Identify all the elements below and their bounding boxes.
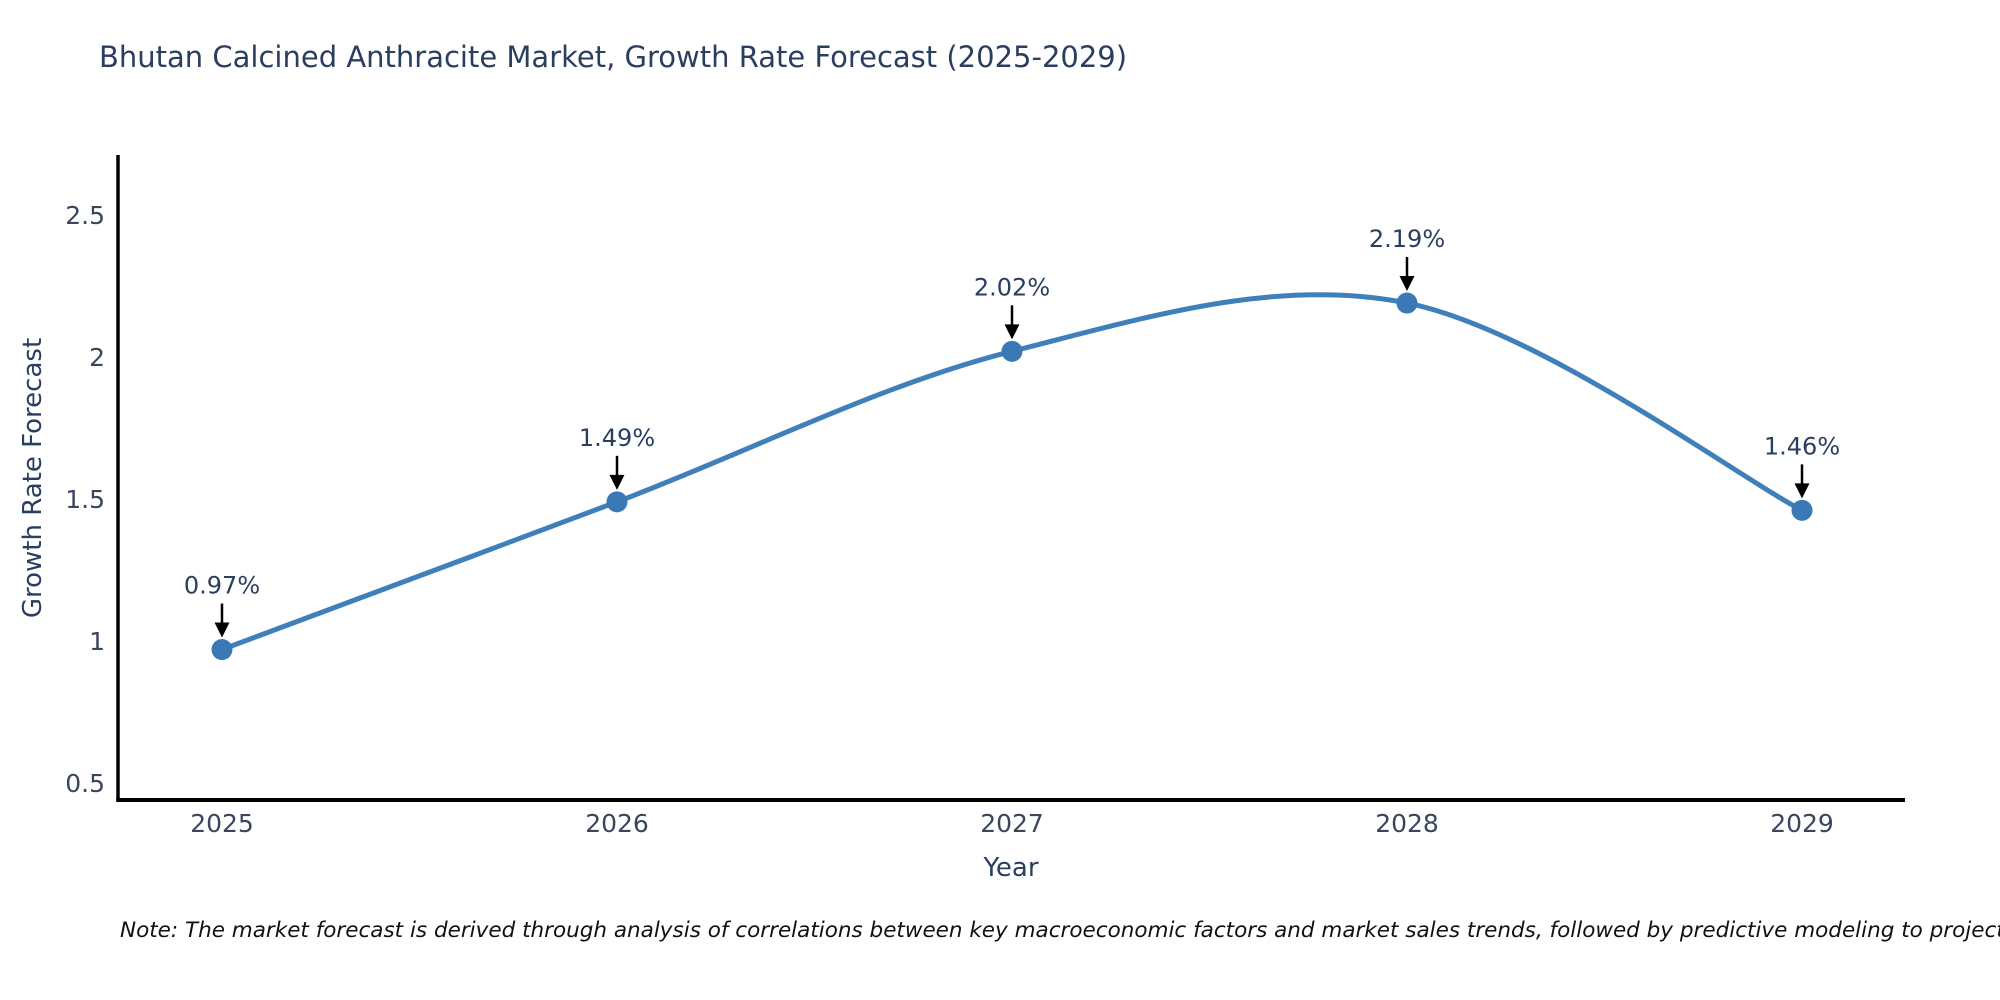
x-axis-title: Year xyxy=(983,853,1039,883)
chart-title: Bhutan Calcined Anthracite Market, Growt… xyxy=(99,40,1128,74)
data-point-2028[interactable] xyxy=(1396,292,1418,314)
data-point-2026[interactable] xyxy=(606,491,628,513)
x-tick-label: 2029 xyxy=(1770,809,1834,838)
x-tick-label: 2026 xyxy=(585,809,649,838)
y-tick-label: 0.5 xyxy=(65,769,105,798)
data-point-label: 0.97% xyxy=(184,572,260,600)
y-tick-label: 1 xyxy=(89,627,105,656)
data-point-2029[interactable] xyxy=(1791,499,1813,521)
y-tick-label: 1.5 xyxy=(65,485,105,514)
x-tick-label: 2027 xyxy=(980,809,1044,838)
data-point-2027[interactable] xyxy=(1001,340,1023,362)
data-point-label: 1.49% xyxy=(579,424,655,452)
annotation-arrow-head xyxy=(214,622,230,638)
annotation-arrow-head xyxy=(609,474,625,490)
y-tick-label: 2.5 xyxy=(65,201,105,230)
data-point-label: 2.02% xyxy=(974,273,1050,301)
annotation-arrow-head xyxy=(1004,324,1020,340)
annotation-arrow-head xyxy=(1399,276,1415,292)
y-tick-label: 2 xyxy=(89,343,105,372)
footnote: Note: The market forecast is derived thr… xyxy=(120,918,2000,943)
x-tick-label: 2025 xyxy=(190,809,254,838)
data-point-label: 1.46% xyxy=(1764,432,1840,460)
data-point-2025[interactable] xyxy=(211,639,233,661)
annotation-arrow-head xyxy=(1794,483,1810,499)
data-point-label: 2.19% xyxy=(1369,225,1445,253)
x-tick-label: 2028 xyxy=(1375,809,1439,838)
